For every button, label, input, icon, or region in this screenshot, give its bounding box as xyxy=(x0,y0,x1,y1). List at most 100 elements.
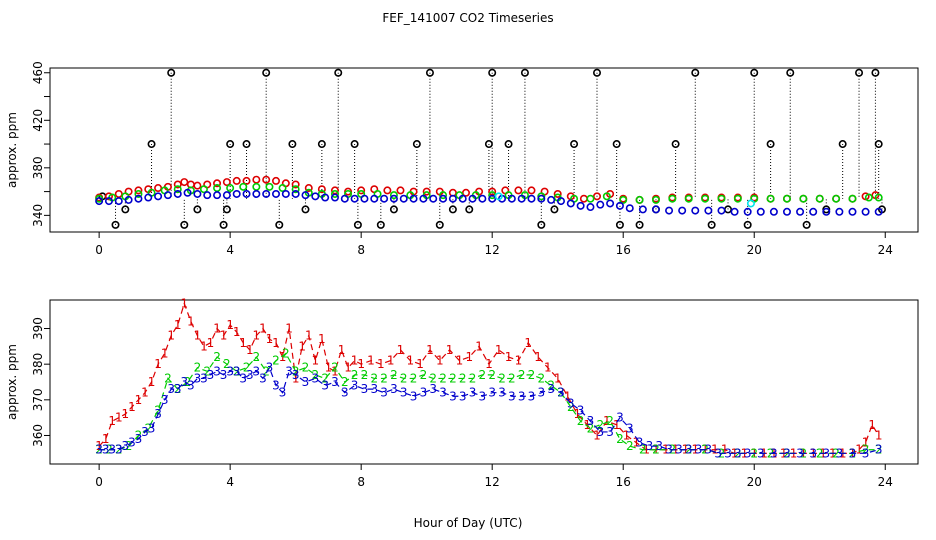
data-point-marker: 1 xyxy=(213,322,221,336)
top-y-tick-label: 420 xyxy=(31,109,45,132)
data-point-marker: 1 xyxy=(406,354,414,368)
data-point xyxy=(478,194,487,203)
data-point xyxy=(425,68,434,77)
data-point-marker: 3 xyxy=(518,389,526,403)
data-point xyxy=(832,194,841,203)
data-point-marker: 1 xyxy=(652,443,660,457)
data-point xyxy=(422,187,431,196)
data-point-marker: 2 xyxy=(380,371,388,385)
data-point xyxy=(691,68,700,77)
data-point xyxy=(429,194,438,203)
data-point xyxy=(412,140,421,149)
data-point xyxy=(651,195,660,204)
data-point-marker: 1 xyxy=(623,428,631,442)
data-point xyxy=(317,140,326,149)
data-point-marker: 2 xyxy=(203,364,211,378)
data-point-marker: 1 xyxy=(377,357,385,371)
data-point-marker: 2 xyxy=(361,368,369,382)
data-point-marker: 3 xyxy=(744,446,752,460)
data-point-marker: 2 xyxy=(184,375,192,389)
data-point xyxy=(419,194,428,203)
data-point-marker: 3 xyxy=(266,361,274,375)
chart-title: FEF_141007 CO2 Timeseries xyxy=(382,11,553,25)
data-point-marker: 3 xyxy=(148,421,156,435)
data-point-marker: 2 xyxy=(292,364,300,378)
data-point xyxy=(514,186,523,195)
data-point xyxy=(507,194,516,203)
data-point xyxy=(635,220,644,229)
data-point xyxy=(222,205,231,214)
data-point-marker: 2 xyxy=(253,350,261,364)
data-point-marker: 1 xyxy=(167,329,175,343)
data-point xyxy=(835,207,844,216)
data-point-marker: 1 xyxy=(246,343,254,357)
data-point-marker: 1 xyxy=(367,354,375,368)
data-point xyxy=(766,194,775,203)
data-point-marker: 3 xyxy=(420,386,428,400)
data-point-marker: 2 xyxy=(135,428,143,442)
data-point-marker: 2 xyxy=(734,446,742,460)
data-point xyxy=(167,68,176,77)
data-point-marker: 2 xyxy=(479,368,487,382)
data-point xyxy=(602,192,611,201)
data-point-marker: 1 xyxy=(613,418,621,432)
data-point xyxy=(547,195,556,204)
data-point xyxy=(671,140,680,149)
data-point xyxy=(782,207,791,216)
top-panel: approx. ppm 0 4 8 12 16 20 24 340 380 420 460 xyxy=(5,61,919,257)
data-point-marker: 3 xyxy=(439,386,447,400)
data-point xyxy=(717,206,726,215)
data-point xyxy=(134,194,143,203)
data-point-marker: 2 xyxy=(302,361,310,375)
data-point xyxy=(799,194,808,203)
data-point-marker: 1 xyxy=(279,350,287,364)
data-point-marker: 2 xyxy=(223,357,231,371)
data-point xyxy=(154,184,163,193)
data-point xyxy=(353,220,362,229)
top-x-tick-label: 0 xyxy=(95,243,103,257)
data-point-marker: 1 xyxy=(135,393,143,407)
data-point xyxy=(304,184,313,193)
data-point xyxy=(579,194,588,203)
data-point xyxy=(376,220,385,229)
data-point-marker: 3 xyxy=(102,443,110,457)
data-point-marker: 2 xyxy=(262,364,270,378)
data-point xyxy=(232,189,241,198)
data-point xyxy=(330,189,339,198)
data-point xyxy=(838,140,847,149)
data-point xyxy=(311,192,320,201)
data-point xyxy=(380,194,389,203)
bottom-x-tick-label: 24 xyxy=(878,475,893,489)
top-x-tick-label: 8 xyxy=(357,243,365,257)
data-point xyxy=(439,194,448,203)
data-point-marker: 1 xyxy=(357,357,365,371)
data-point xyxy=(586,194,595,203)
data-point xyxy=(114,197,123,206)
top-x-tick-label: 16 xyxy=(616,243,631,257)
top-y-tick-label: 340 xyxy=(31,204,45,227)
data-point-marker: 3 xyxy=(194,371,202,385)
data-point-marker: 2 xyxy=(331,361,339,375)
data-point xyxy=(746,199,755,208)
data-point-marker: 2 xyxy=(626,439,634,453)
data-point xyxy=(291,185,300,194)
data-point-marker: 3 xyxy=(285,364,293,378)
data-point xyxy=(638,205,647,214)
data-point-marker: 1 xyxy=(338,343,346,357)
data-point xyxy=(370,194,379,203)
data-point-marker: 3 xyxy=(180,375,188,389)
data-point xyxy=(465,205,474,214)
data-point-marker: 2 xyxy=(538,371,546,385)
data-point xyxy=(848,194,857,203)
data-point-marker: 1 xyxy=(603,414,611,428)
data-point-marker: 1 xyxy=(311,354,319,368)
bottom-y-tick-label: 380 xyxy=(31,353,45,376)
data-point-marker: 3 xyxy=(822,446,830,460)
data-point-marker: 1 xyxy=(180,297,188,311)
data-point xyxy=(488,68,497,77)
data-point-marker: 2 xyxy=(125,439,133,453)
data-point-marker: 1 xyxy=(485,357,493,371)
data-point-marker: 1 xyxy=(200,339,208,353)
data-point-marker: 1 xyxy=(524,336,532,350)
data-point-marker: 2 xyxy=(115,443,123,457)
